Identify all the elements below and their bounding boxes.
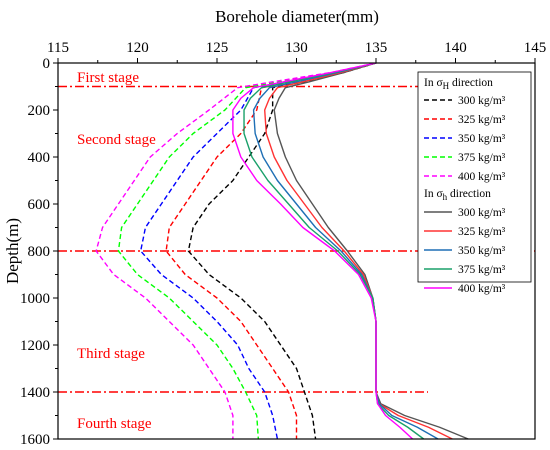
legend-entry-label: 325 kg/m³ (458, 114, 506, 126)
series-line-sigma-h-300 (273, 62, 469, 440)
series-line-sigma-H-400 (95, 62, 377, 439)
series-line-sigma-h-350 (252, 62, 439, 440)
legend-entry-label: 375 kg/m³ (458, 264, 506, 276)
y-tick-label: 1000 (20, 291, 50, 307)
legend-group-title-sigma-H: In σH direction (424, 77, 493, 91)
legend-entry-label: 300 kg/m³ (458, 95, 506, 107)
y-tick-label: 200 (28, 103, 51, 119)
y-axis-title: Depth(m) (3, 218, 22, 284)
y-tick-label: 1400 (20, 385, 50, 401)
stage-label-fourth: Fourth stage (77, 416, 152, 432)
legend-entry-label: 400 kg/m³ (458, 283, 506, 295)
legend: In σH direction 300 kg/m³ 325 kg/m³ 350 kg/… (417, 71, 532, 295)
stage-label-first: First stage (77, 70, 139, 86)
x-tick-label: 140 (444, 40, 467, 56)
legend-group-title-sigma-h: In σh direction (424, 188, 491, 202)
legend-entry-label: 400 kg/m³ (458, 171, 506, 183)
x-tick-label: 125 (206, 40, 229, 56)
stage-labels: First stage Second stage Third stage Fou… (77, 70, 156, 432)
legend-entry-label: 375 kg/m³ (458, 152, 506, 164)
y-tick-label: 800 (28, 244, 51, 260)
series-layer (95, 62, 469, 440)
y-tick-label: 400 (28, 150, 51, 166)
y-tick-label: 600 (28, 197, 51, 213)
x-axis-title: Borehole diameter(mm) (215, 7, 379, 26)
legend-box (417, 71, 532, 283)
y-tick-label: 1600 (20, 432, 50, 448)
x-tick-label: 115 (47, 40, 69, 56)
legend-entry-label: 350 kg/m³ (458, 133, 506, 145)
legend-entry-label: 350 kg/m³ (458, 245, 506, 257)
x-tick-label: 130 (285, 40, 308, 56)
x-tick-label: 145 (524, 40, 547, 56)
legend-entry-label: 300 kg/m³ (458, 207, 506, 219)
x-tick-label: 135 (365, 40, 388, 56)
y-tick-label: 0 (43, 56, 51, 72)
stage-label-second: Second stage (77, 132, 156, 148)
axes: 115 120 125 130 135 140 145 0 200 400 600 800 1000 12… (20, 40, 546, 448)
legend-entry-label: 325 kg/m³ (458, 226, 506, 238)
series-line-sigma-H-375 (117, 62, 377, 440)
y-tick-label: 1200 (20, 338, 50, 354)
series-line-sigma-h-400 (232, 62, 414, 440)
stage-label-third: Third stage (77, 346, 145, 362)
x-tick-label: 120 (126, 40, 149, 56)
